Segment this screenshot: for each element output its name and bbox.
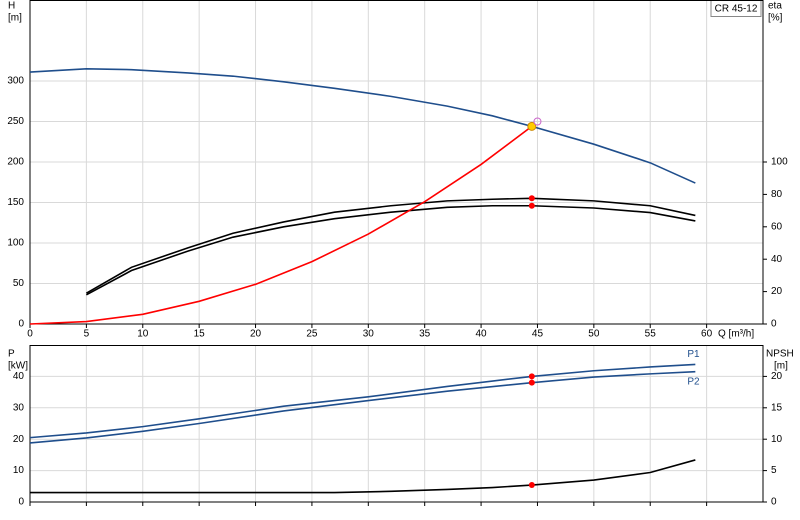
y-tick-label: 0	[18, 319, 24, 330]
x-tick-label: 30	[363, 329, 375, 340]
model-label: CR 45-12	[715, 4, 758, 15]
x-axis-label: Q [m³/h]	[718, 329, 754, 340]
y2-axis-label: NPSH	[766, 349, 794, 360]
duty-marker	[528, 373, 535, 380]
x-tick-label: 15	[194, 329, 206, 340]
y2-tick-label: 40	[771, 254, 783, 265]
y-tick-label: 300	[7, 76, 24, 87]
curve	[29, 68, 696, 184]
x-tick-label: 5	[84, 329, 90, 340]
y-axis-unit: [kW]	[8, 361, 28, 372]
y2-tick-label: 0	[771, 319, 777, 330]
curve	[29, 125, 533, 325]
x-tick-label: 0	[27, 329, 33, 340]
curve	[29, 363, 696, 439]
y2-tick-label: 15	[771, 402, 783, 413]
y2-axis-unit: [m]	[774, 361, 788, 372]
x-tick-label: 50	[588, 329, 600, 340]
curve	[30, 459, 696, 494]
x-tick-label: 60	[701, 329, 713, 340]
x-tick-label: 10	[137, 329, 149, 340]
required-point	[533, 117, 542, 126]
duty-marker	[528, 202, 535, 209]
y-tick-label: 30	[13, 402, 25, 413]
curve	[85, 197, 696, 294]
duty-marker	[528, 482, 535, 489]
y-tick-label: 50	[13, 278, 25, 289]
x-tick-label: 40	[476, 329, 488, 340]
duty-marker	[528, 195, 535, 202]
duty-marker	[528, 379, 535, 386]
y2-tick-label: 60	[771, 221, 783, 232]
curve	[29, 370, 696, 444]
y-tick-label: 40	[13, 371, 25, 382]
y-tick-label: 0	[18, 497, 24, 508]
x-tick-label: 35	[419, 329, 431, 340]
y2-tick-label: 10	[771, 434, 783, 445]
y2-tick-label: 100	[771, 157, 788, 168]
plot-frame	[29, 0, 764, 325]
y-tick-label: 20	[13, 434, 25, 445]
x-tick-label: 25	[306, 329, 318, 340]
y-tick-label: 100	[7, 238, 24, 249]
series-label: P1	[687, 349, 700, 360]
y2-tick-label: 5	[771, 465, 777, 476]
x-tick-label: 20	[250, 329, 262, 340]
y-axis-label: P	[8, 349, 15, 360]
y-tick-label: 200	[7, 157, 24, 168]
y-axis-unit: [m]	[8, 13, 22, 24]
operating-point	[527, 121, 537, 131]
y-tick-label: 150	[7, 197, 24, 208]
y-tick-label: 250	[7, 116, 24, 127]
x-tick-label: 55	[645, 329, 657, 340]
y2-axis-label: eta	[768, 1, 782, 12]
y2-tick-label: 20	[771, 286, 783, 297]
x-tick-label: 45	[532, 329, 544, 340]
y2-tick-label: 20	[771, 371, 783, 382]
y2-tick-label: 0	[771, 497, 777, 508]
series-label: P2	[687, 376, 700, 387]
curve	[86, 204, 696, 296]
y-tick-label: 10	[13, 465, 25, 476]
y-axis-label: H	[8, 1, 15, 12]
plot-frame	[29, 345, 764, 503]
y2-axis-unit: [%]	[768, 13, 783, 24]
y2-tick-label: 80	[771, 189, 783, 200]
